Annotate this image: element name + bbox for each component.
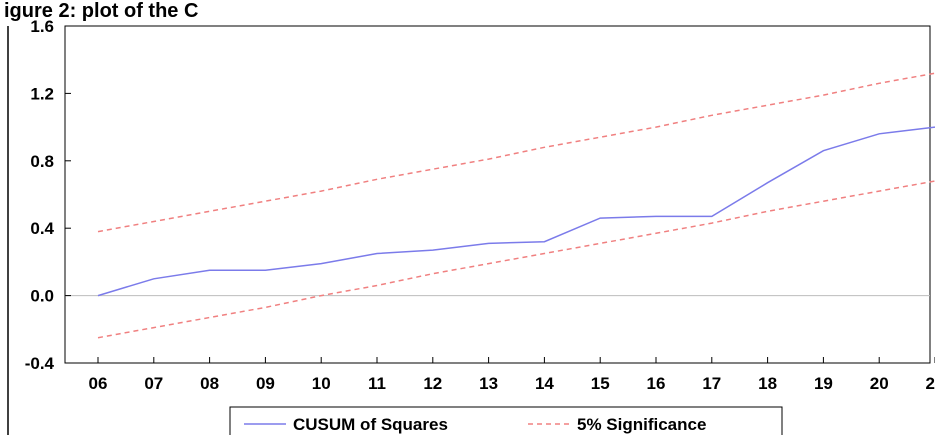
x-tick-label: 12 <box>423 374 442 393</box>
y-tick-label: 0.4 <box>30 219 54 238</box>
x-tick-label: 14 <box>535 374 554 393</box>
legend-label-significance: 5% Significance <box>577 415 706 434</box>
x-tick-label: 07 <box>144 374 163 393</box>
x-tick-label: 17 <box>702 374 721 393</box>
x-tick-label: 11 <box>368 374 386 393</box>
y-tick-label: 0.0 <box>30 287 54 306</box>
x-tick-label: 16 <box>647 374 666 393</box>
lower-significance-line <box>97 180 935 339</box>
x-tick-label: 08 <box>200 374 219 393</box>
legend: CUSUM of Squares 5% Significance <box>229 406 783 440</box>
x-tick-label: 21 <box>926 374 935 393</box>
x-tick-label: 18 <box>758 374 777 393</box>
y-tick-label: 1.6 <box>30 17 54 36</box>
x-tick-label: 19 <box>814 374 833 393</box>
cusum-of-squares-line <box>97 126 935 297</box>
chart-title: igure 2: plot of the C <box>4 0 198 22</box>
series-group <box>97 72 935 339</box>
x-tick-label: 15 <box>591 374 610 393</box>
x-tick-label: 09 <box>256 374 275 393</box>
y-axis-ticks: -0.4 0.0 0.4 0.8 1.2 1.6 <box>25 17 71 373</box>
x-tick-label: 13 <box>479 374 498 393</box>
x-tick-label: 20 <box>870 374 889 393</box>
x-axis-ticks: 06 07 08 09 10 11 12 13 14 15 16 17 18 19 20 21 <box>89 357 935 393</box>
y-tick-label: 1.2 <box>30 84 54 103</box>
x-tick-label: 10 <box>312 374 331 393</box>
y-tick-label: -0.4 <box>25 354 55 373</box>
x-tick-label: 06 <box>89 374 108 393</box>
axes <box>7 25 931 435</box>
plot-frame <box>64 25 931 364</box>
upper-significance-line <box>97 72 935 233</box>
legend-label-cusum: CUSUM of Squares <box>293 415 448 434</box>
y-tick-label: 0.8 <box>30 152 54 171</box>
